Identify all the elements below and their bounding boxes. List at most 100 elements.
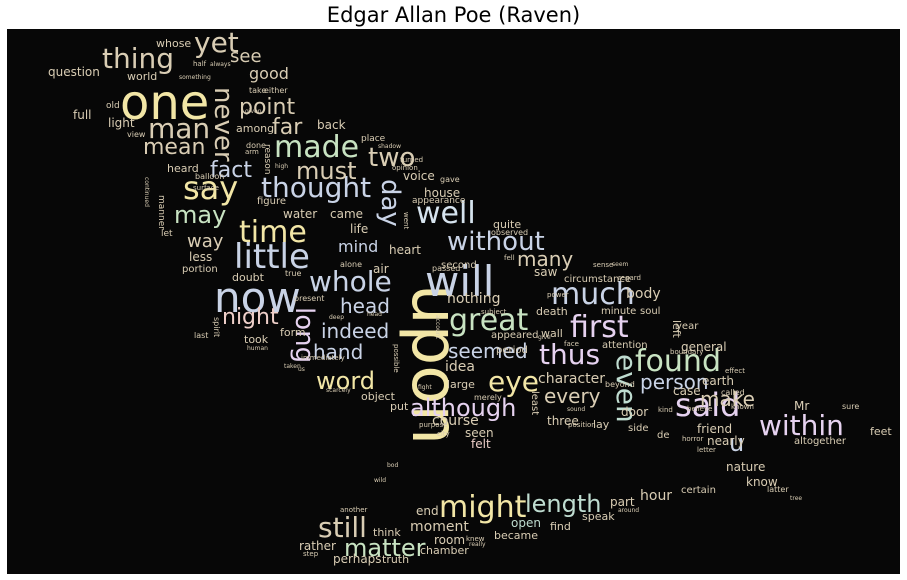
word-merely: merely: [474, 393, 502, 402]
word-found: found: [635, 344, 721, 379]
word-power: power: [547, 291, 569, 299]
word-must: must: [296, 157, 357, 185]
word-period: period: [496, 345, 528, 356]
word-take: take: [249, 86, 267, 95]
word-speak: speak: [582, 510, 615, 523]
chart-title: Edgar Allan Poe (Raven): [326, 3, 581, 27]
word-seen: seen: [465, 426, 494, 440]
word-fell: fell: [504, 254, 515, 262]
word-rather: rather: [299, 539, 336, 553]
word-many: many: [517, 247, 574, 271]
word-either: either: [264, 86, 288, 95]
word-thus: thus: [539, 338, 601, 371]
word-taken: taken: [284, 363, 301, 370]
word-truth: truth: [382, 553, 410, 566]
word-high: high: [275, 163, 289, 170]
word-still: still: [318, 511, 367, 544]
word-portion: portion: [182, 264, 218, 275]
word-u: u: [729, 429, 745, 457]
word-good: good: [249, 64, 289, 83]
word-circumstance: circumstance: [564, 274, 631, 285]
word-yet: yet: [194, 29, 239, 59]
word-part: part: [610, 495, 635, 509]
word-altogether: altogether: [794, 436, 846, 447]
word-bod: bod: [387, 462, 399, 469]
word-head: head: [367, 311, 382, 318]
word-whole: whole: [309, 265, 392, 298]
word-room: room: [434, 533, 466, 547]
word-object: object: [361, 390, 395, 403]
word-well: well: [416, 196, 476, 231]
word-back: back: [317, 118, 346, 132]
word-three: three: [547, 414, 579, 428]
word-general: general: [681, 340, 727, 354]
word-really: really: [469, 541, 486, 548]
word-question: question: [48, 65, 100, 79]
word-nature: nature: [726, 460, 766, 474]
word-put: put: [390, 400, 409, 413]
word-man: man: [148, 112, 211, 145]
word-last: last: [194, 331, 209, 340]
word-indeed: indeed: [321, 319, 390, 343]
word-voice: voice: [403, 169, 435, 183]
word-something: something: [179, 74, 211, 81]
word-never: never: [208, 87, 238, 162]
word-time: time: [239, 215, 307, 250]
word-felt: felt: [471, 437, 491, 451]
word-heard: heard: [167, 162, 199, 175]
word-effect: effect: [725, 367, 746, 375]
word-done: done: [246, 141, 266, 150]
word-wall: wall: [541, 327, 563, 340]
word-might: might: [439, 490, 527, 525]
word-seem: seem: [612, 261, 629, 268]
word-air: air: [373, 262, 389, 276]
word-water: water: [283, 207, 318, 221]
word-minute: minute: [601, 306, 637, 317]
word-chamber: chamber: [420, 544, 469, 557]
word-moment: moment: [410, 519, 469, 535]
word-doubt: doubt: [232, 271, 264, 284]
word-us: us: [298, 366, 305, 373]
word-feet: feet: [870, 425, 892, 438]
word-idea: idea: [445, 359, 475, 375]
word-scarcely: scarcely: [326, 387, 351, 394]
word-sense: sense: [593, 261, 614, 269]
word-give: give: [538, 334, 551, 341]
word-now: now: [214, 273, 301, 322]
word-saw: saw: [534, 265, 558, 279]
word-horror: horror: [682, 435, 704, 443]
word-true: true: [285, 269, 302, 278]
word-lay: lay: [593, 418, 610, 431]
word-became: became: [494, 529, 539, 542]
word-place: place: [361, 134, 386, 144]
word-mind: mind: [338, 237, 379, 256]
word-whose: whose: [156, 37, 192, 50]
word-continued: continued: [143, 177, 150, 207]
word-known: known: [731, 403, 754, 411]
word-balloon: balloon: [195, 172, 225, 181]
word-less: less: [189, 250, 213, 264]
word-seemed: seemed: [448, 339, 528, 363]
word-second: second: [441, 260, 477, 271]
word-human: human: [247, 345, 268, 352]
word-said: said: [675, 386, 741, 424]
word-one: one: [120, 75, 210, 131]
word-gave: gave: [440, 175, 460, 184]
word-see: see: [230, 46, 262, 67]
word-heart: heart: [389, 243, 421, 257]
word-around: around: [618, 507, 640, 514]
word-called: called: [721, 388, 745, 397]
word-much: much: [551, 277, 635, 312]
word-present: present: [294, 294, 325, 303]
word-attention: attention: [602, 340, 648, 351]
word-given: given: [245, 108, 262, 115]
word-mean: mean: [143, 135, 206, 160]
word-view: view: [127, 130, 146, 139]
word-nothing: nothing: [447, 291, 501, 307]
word-appeared: appeared: [491, 330, 539, 341]
word-full: full: [73, 108, 92, 122]
word-city: city: [437, 430, 450, 438]
word-great: great: [449, 303, 529, 338]
word-person: person: [640, 370, 709, 394]
word-house: house: [424, 186, 461, 200]
